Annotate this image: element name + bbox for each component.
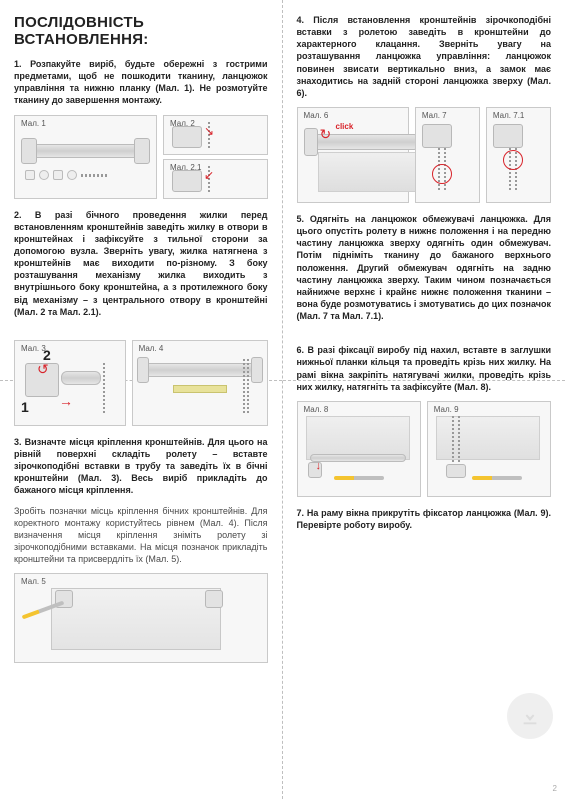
step-2-text: 2. В разі бічного проведення жилки перед… [14,209,268,318]
figure-8-label: Мал. 8 [302,405,331,414]
figure-4-label: Мал. 4 [137,344,166,353]
figure-2: Мал. 2 ↘ [163,115,267,155]
step-4-text: 4. Після встановлення кронштейнів зірочк… [297,14,552,99]
step-1-text: 1. Розпакуйте виріб, будьте обережні з г… [14,58,268,107]
figure-2-1: Мал. 2.1 ↙ [163,159,267,199]
figure-7-1-label: Мал. 7.1 [491,111,526,120]
right-column: 4. Після встановлення кронштейнів зірочк… [283,0,565,799]
figure-1: Мал. 1 [14,115,157,199]
figure-4: Мал. 4 [132,340,268,426]
figure-7-label: Мал. 7 [420,111,449,120]
fig-row-4: Мал. 6 ↻ click Мал. 7 Мал. 7.1 [297,107,552,203]
fig-row-5: Мал. 8 ↓ Мал. 9 [297,401,552,497]
figure-7-1: Мал. 7.1 [486,107,551,203]
click-label: click [336,122,354,131]
page-title: ПОСЛІДОВНІСТЬ ВСТАНОВЛЕННЯ: [14,14,268,48]
figure-8: Мал. 8 ↓ [297,401,421,497]
figure-9-label: Мал. 9 [432,405,461,414]
figure-7: Мал. 7 [415,107,480,203]
right-section-divider [283,380,565,381]
fig-row-3: Мал. 5 [14,573,268,663]
page-number: 2 [553,784,557,793]
figure-1-label: Мал. 1 [19,119,48,128]
step-3b-text: Зробіть позначки місць кріплення бічних … [14,505,268,566]
watermark-icon [507,693,553,739]
step-6-text: 6. В разі фіксації виробу під нахил, вст… [297,344,552,393]
fig-row-2: Мал. 3 2 1 ↺ → Мал. 4 [14,340,268,426]
download-arrow-icon [519,705,541,727]
badge-1: 1 [21,399,29,415]
step-7-text: 7. На раму вікна прикрутіть фіксатор лан… [297,507,552,531]
left-column: ПОСЛІДОВНІСТЬ ВСТАНОВЛЕННЯ: 1. Розпакуйт… [0,0,283,799]
step-5-text: 5. Одягніть на ланцюжок обмежувачі ланцю… [297,213,552,322]
fig-row-1: Мал. 1 Мал. 2 [14,115,268,199]
figure-6-label: Мал. 6 [302,111,331,120]
step-3-text: 3. Визначте місця кріплення кронштейнів.… [14,436,268,497]
figure-5: Мал. 5 [14,573,268,663]
page: ПОСЛІДОВНІСТЬ ВСТАНОВЛЕННЯ: 1. Розпакуйт… [0,0,565,799]
figure-5-label: Мал. 5 [19,577,48,586]
figure-9: Мал. 9 [427,401,551,497]
figure-6: Мал. 6 ↻ click [297,107,409,203]
figure-3: Мал. 3 2 1 ↺ → [14,340,126,426]
